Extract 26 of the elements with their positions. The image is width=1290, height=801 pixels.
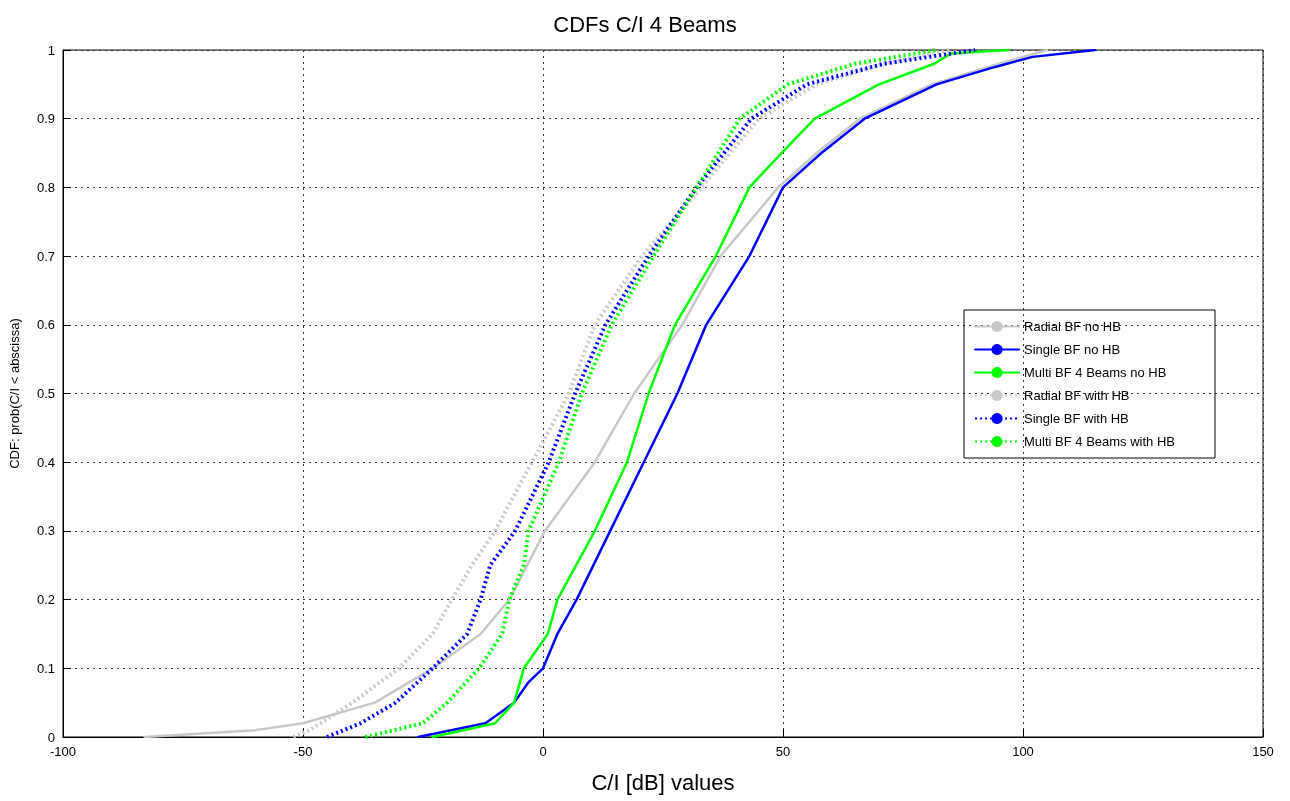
y-tick-label: 0.6 [36,317,55,333]
y-tick-label: 0.8 [36,179,55,195]
y-tick-label: 0.9 [36,111,55,127]
y-tick-label: 0.2 [36,592,55,608]
legend-label: Multi BF 4 Beams with HB [1024,434,1176,449]
x-tick-label: 0 [539,744,547,759]
x-tick-label: 50 [775,744,791,759]
y-tick-label: 0 [47,729,55,745]
legend-label: Radial BF with HB [1024,388,1130,403]
chart-title: CDFs C/I 4 Beams [553,11,737,37]
x-tick-label: -50 [293,744,313,759]
x-axis-title: C/I [dB] values [591,769,735,795]
x-tick-label: 100 [1012,744,1034,759]
y-tick-label: 0.1 [36,660,55,676]
legend-label: Radial BF no HB [1024,319,1121,334]
legend-label: Single BF no HB [1024,342,1121,357]
y-tick-label: 0.5 [36,386,55,401]
y-tick-label: 0.7 [36,248,55,264]
legend-label: Multi BF 4 Beams no HB [1024,365,1167,380]
x-tick-label: 150 [1252,744,1274,759]
y-tick-label: 0.3 [36,523,55,539]
legend-label: Single BF with HB [1024,411,1129,426]
y-tick-label: 0.4 [36,454,55,470]
y-axis-title: CDF: prob(C/I < abscissa) [7,318,22,469]
x-tick-label: -100 [49,744,77,759]
y-tick-label: 1 [47,42,55,58]
